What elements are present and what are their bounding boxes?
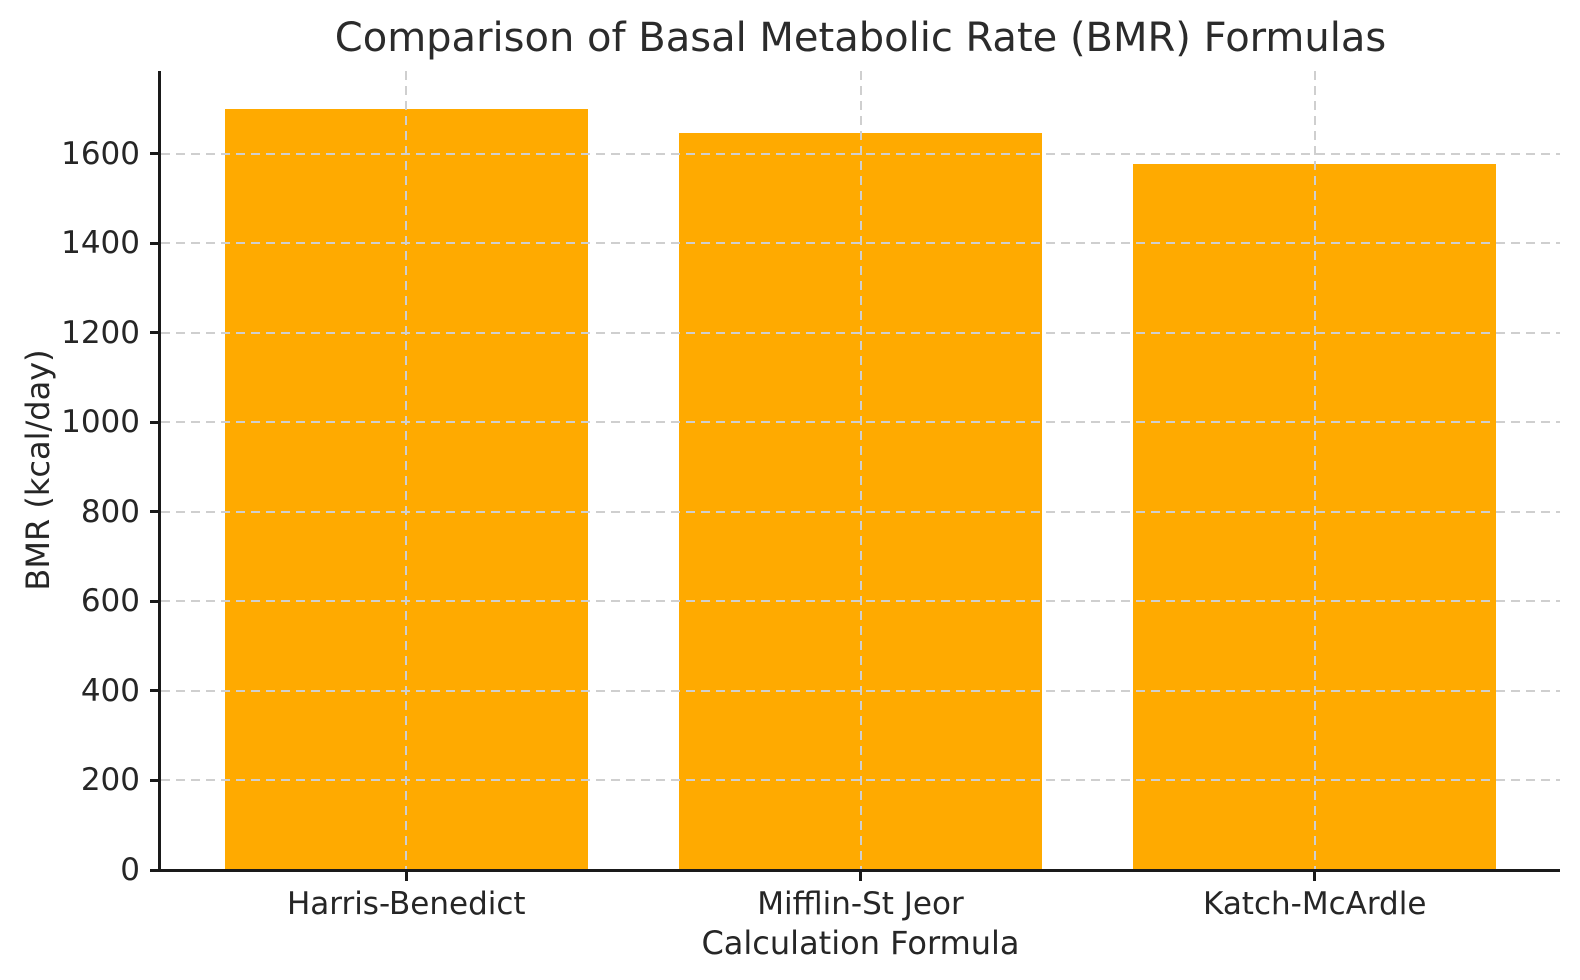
x-tick-label: Katch-McArdle — [1203, 886, 1427, 922]
y-tick-mark — [150, 420, 160, 424]
y-axis-label: BMR (kcal/day) — [19, 349, 57, 591]
v-gridline — [1313, 71, 1316, 870]
x-tick-label: Mifflin-St Jeor — [757, 886, 964, 922]
y-tick-mark — [150, 331, 160, 335]
y-tick-label: 1400 — [61, 225, 140, 262]
y-tick-mark — [150, 241, 160, 245]
y-tick-label: 1000 — [61, 404, 140, 441]
y-tick-label: 0 — [120, 852, 140, 888]
y-tick-mark — [150, 689, 160, 693]
x-axis-label: Calculation Formula — [701, 924, 1020, 962]
y-tick-mark — [150, 778, 160, 782]
h-gridline — [161, 242, 1560, 245]
x-tick-mark — [859, 871, 862, 881]
y-tick-mark — [150, 868, 160, 872]
y-tick-mark — [150, 510, 160, 514]
y-tick-label: 1600 — [61, 135, 140, 172]
h-gridline — [161, 600, 1560, 603]
h-gridline — [161, 331, 1560, 334]
grid-layer — [161, 71, 1560, 870]
y-tick-mark — [150, 599, 160, 603]
x-tick-mark — [1313, 871, 1317, 881]
y-tick-label: 400 — [80, 672, 140, 709]
y-axis-spine — [158, 71, 161, 872]
h-gridline — [161, 779, 1560, 782]
h-gridline — [161, 510, 1560, 513]
x-axis-spine — [158, 869, 1560, 872]
x-tick-mark — [404, 871, 408, 881]
y-tick-label: 1200 — [61, 314, 140, 351]
h-gridline — [161, 689, 1560, 692]
y-tick-label: 600 — [80, 583, 140, 620]
x-tick-label: Harris-Benedict — [286, 886, 526, 922]
h-gridline — [161, 152, 1560, 155]
h-gridline — [161, 421, 1560, 424]
y-tick-mark — [150, 152, 160, 156]
y-tick-label: 200 — [80, 762, 140, 799]
v-gridline — [859, 71, 862, 870]
y-tick-label: 800 — [80, 493, 140, 530]
plot-area — [161, 71, 1560, 870]
chart-title: Comparison of Basal Metabolic Rate (BMR)… — [334, 15, 1387, 61]
v-gridline — [405, 71, 408, 870]
